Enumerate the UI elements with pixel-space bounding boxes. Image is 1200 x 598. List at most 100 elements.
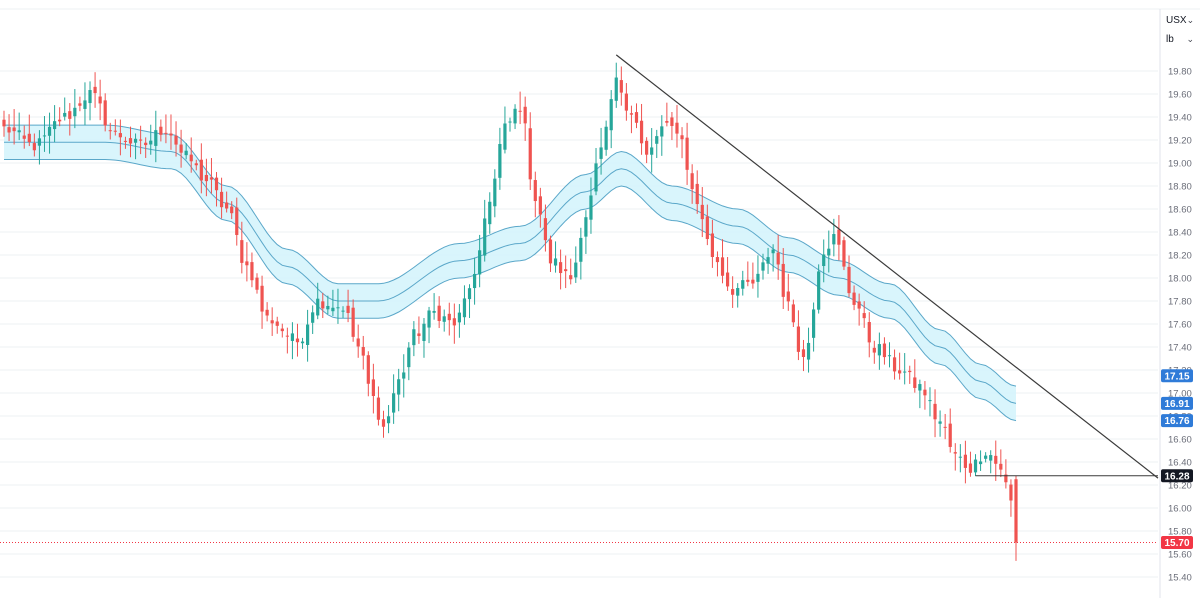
candle-body[interactable] xyxy=(746,279,750,282)
candle-body[interactable] xyxy=(994,455,998,464)
candle-body[interactable] xyxy=(553,258,558,266)
candle-body[interactable] xyxy=(103,100,107,126)
candle-body[interactable] xyxy=(498,144,502,178)
candle-body[interactable] xyxy=(822,254,826,267)
candle-body[interactable] xyxy=(903,371,907,373)
candle-body[interactable] xyxy=(660,126,664,137)
candle-body[interactable] xyxy=(989,455,993,461)
candle-body[interactable] xyxy=(953,452,957,454)
candle-body[interactable] xyxy=(619,80,623,93)
candle-body[interactable] xyxy=(356,338,360,347)
candle-body[interactable] xyxy=(93,86,97,94)
candle-body[interactable] xyxy=(898,370,902,374)
candle-body[interactable] xyxy=(1009,484,1013,501)
candle-body[interactable] xyxy=(579,237,583,262)
candle-body[interactable] xyxy=(336,307,340,309)
candle-body[interactable] xyxy=(887,355,892,357)
candle-body[interactable] xyxy=(720,257,725,276)
candle-body[interactable] xyxy=(331,307,335,312)
candle-body[interactable] xyxy=(118,133,122,138)
candle-body[interactable] xyxy=(943,426,947,428)
candle-body[interactable] xyxy=(275,321,279,326)
candle-body[interactable] xyxy=(245,261,249,266)
trendline[interactable] xyxy=(615,54,1159,479)
candle-body[interactable] xyxy=(199,159,203,181)
candle-body[interactable] xyxy=(543,218,548,241)
candle-body[interactable] xyxy=(27,133,31,143)
candle-body[interactable] xyxy=(230,206,234,214)
candle-body[interactable] xyxy=(801,349,806,357)
candle-body[interactable] xyxy=(761,262,765,271)
candle-body[interactable] xyxy=(832,234,836,245)
candle-body[interactable] xyxy=(17,130,21,133)
candle-body[interactable] xyxy=(609,99,613,131)
candle-body[interactable] xyxy=(159,126,163,135)
candle-body[interactable] xyxy=(219,191,224,208)
candle-body[interactable] xyxy=(741,280,745,289)
candle-body[interactable] xyxy=(58,119,62,122)
candle-body[interactable] xyxy=(53,121,57,130)
candle-body[interactable] xyxy=(2,119,6,127)
candle-body[interactable] xyxy=(528,128,532,180)
candle-body[interactable] xyxy=(184,150,188,156)
candle-body[interactable] xyxy=(381,419,386,427)
candle-body[interactable] xyxy=(139,139,143,141)
candle-body[interactable] xyxy=(225,202,229,209)
candle-body[interactable] xyxy=(295,338,300,343)
candle-body[interactable] xyxy=(169,133,173,136)
candle-body[interactable] xyxy=(88,90,92,104)
candle-body[interactable] xyxy=(235,207,239,235)
candle-body[interactable] xyxy=(63,112,67,117)
candle-body[interactable] xyxy=(144,142,148,146)
candle-body[interactable] xyxy=(98,96,102,104)
candle-body[interactable] xyxy=(47,126,52,136)
candle-body[interactable] xyxy=(371,379,375,396)
candle-body[interactable] xyxy=(594,163,598,192)
candle-body[interactable] xyxy=(270,320,274,324)
candle-body[interactable] xyxy=(948,423,952,447)
candle-body[interactable] xyxy=(32,143,36,151)
candle-body[interactable] xyxy=(42,135,47,137)
candle-body[interactable] xyxy=(113,130,117,132)
candlestick-series[interactable] xyxy=(2,62,1018,561)
candle-body[interactable] xyxy=(999,463,1003,470)
currency-selector[interactable]: USX ⌄ xyxy=(1162,12,1196,28)
candle-body[interactable] xyxy=(351,307,355,337)
candle-body[interactable] xyxy=(978,461,983,465)
candle-body[interactable] xyxy=(908,370,912,373)
candle-body[interactable] xyxy=(265,309,269,316)
candle-body[interactable] xyxy=(37,138,42,146)
candle-body[interactable] xyxy=(705,216,709,240)
candle-body[interactable] xyxy=(973,459,978,473)
candle-body[interactable] xyxy=(533,180,537,202)
candle-body[interactable] xyxy=(655,136,659,144)
candle-body[interactable] xyxy=(250,262,254,281)
candle-body[interactable] xyxy=(852,292,856,305)
candle-body[interactable] xyxy=(214,177,219,191)
candle-body[interactable] xyxy=(599,147,603,159)
candle-body[interactable] xyxy=(73,107,77,117)
candle-body[interactable] xyxy=(771,249,775,254)
candle-body[interactable] xyxy=(872,347,876,353)
candle-body[interactable] xyxy=(174,135,178,145)
candle-body[interactable] xyxy=(736,288,740,296)
candle-body[interactable] xyxy=(397,379,401,395)
candle-body[interactable] xyxy=(290,333,295,341)
candle-body[interactable] xyxy=(22,135,26,139)
candle-body[interactable] xyxy=(478,250,482,275)
candle-body[interactable] xyxy=(645,140,649,155)
candle-body[interactable] xyxy=(240,240,244,263)
candle-body[interactable] xyxy=(255,277,259,290)
candle-body[interactable] xyxy=(812,309,816,338)
candle-body[interactable] xyxy=(442,316,446,322)
candle-body[interactable] xyxy=(472,273,477,289)
candle-body[interactable] xyxy=(68,111,72,119)
candle-body[interactable] xyxy=(392,393,396,413)
candle-body[interactable] xyxy=(710,233,714,257)
candle-body[interactable] xyxy=(766,257,770,264)
candle-body[interactable] xyxy=(715,257,720,263)
candle-body[interactable] xyxy=(447,313,451,321)
candle-body[interactable] xyxy=(847,266,851,294)
candle-body[interactable] xyxy=(695,183,699,205)
candle-body[interactable] xyxy=(837,229,841,245)
